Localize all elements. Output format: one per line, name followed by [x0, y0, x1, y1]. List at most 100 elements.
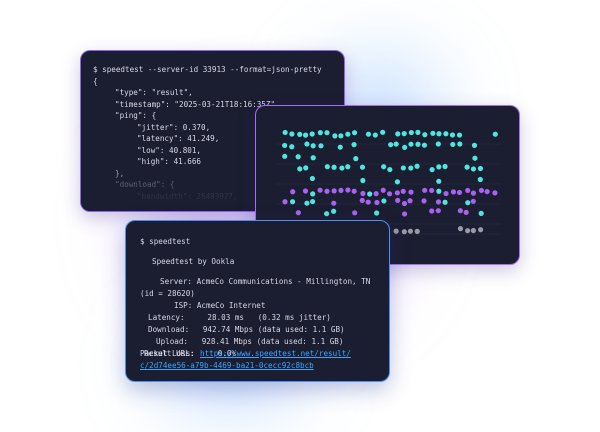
graph-dot: [373, 191, 379, 197]
graph-dot: [339, 165, 345, 171]
graph-dot: [360, 177, 366, 184]
graph-dot: [407, 198, 413, 204]
graph-dot: [443, 131, 449, 137]
result-line: ISP: AcmeCo Internet: [174, 301, 266, 310]
graph-dot: [309, 175, 316, 182]
graph-dot: [400, 188, 406, 194]
graph-dot: [324, 130, 330, 136]
graph-dot: [463, 209, 469, 215]
graph-dot: [317, 187, 323, 193]
graph-dot: [351, 130, 358, 136]
graph-dot: [465, 228, 471, 234]
graph-dot: [422, 132, 428, 138]
graph-dot: [289, 131, 295, 137]
graph-dot: [435, 141, 441, 147]
graph-dot: [457, 141, 463, 147]
graph-dot: [338, 187, 344, 193]
graph-dot: [408, 141, 414, 147]
graph-dot: [324, 188, 330, 194]
graph-dot: [436, 131, 442, 137]
graph-dot: [492, 131, 498, 137]
graph-dot: [310, 143, 316, 149]
graph-dot: [435, 208, 441, 214]
result-url[interactable]: c/2d74ee56-a79b-4469-ba21-0cecc92c8bcb: [140, 361, 314, 370]
graph-dot: [443, 190, 449, 197]
graph-dot: [430, 130, 436, 136]
graph-dot: [303, 165, 309, 171]
graph-dot: [421, 142, 428, 148]
graph-dot: [401, 131, 407, 137]
graph-dot: [456, 132, 463, 138]
graph-dot: [465, 187, 471, 194]
graph-dot: [456, 189, 463, 196]
graph-dot: [401, 229, 407, 235]
graph-dot: [295, 210, 301, 216]
graph-dot: [353, 156, 359, 162]
graph-dot: [331, 188, 337, 194]
terminal-line: "timestamp": "2025-03-21T18:16:35Z",: [115, 99, 280, 109]
graph-dot: [422, 187, 428, 193]
graph-dot: [297, 166, 303, 172]
graph-dot: [472, 155, 478, 161]
graph-dot: [309, 131, 315, 137]
graph-dot: [429, 187, 435, 194]
graph-dot: [478, 227, 484, 233]
graph-dot: [386, 191, 393, 197]
graph-dot: [408, 165, 414, 171]
graph-dot: [282, 129, 288, 136]
terminal-line: $ speedtest --server-id 33913 --format=j…: [93, 65, 322, 74]
graph-dot: [290, 189, 296, 195]
graph-dot: [359, 164, 366, 170]
graph-dot: [345, 187, 351, 193]
graph-dot: [471, 142, 478, 148]
graph-dot: [380, 129, 386, 135]
graph-dot: [470, 198, 476, 204]
graph-dot: [345, 131, 351, 137]
terminal-line: "ping": {: [115, 111, 157, 120]
graph-dot: [297, 131, 303, 137]
graph-dot: [365, 131, 372, 137]
graph-dot: [407, 228, 414, 234]
graph-dot: [436, 164, 442, 170]
graph-dot: [465, 200, 471, 206]
graph-dot: [402, 144, 408, 150]
result-label: Result URL:: [144, 349, 195, 358]
graph-dot: [393, 141, 399, 147]
graph-dot: [395, 131, 401, 137]
graph-dot: [387, 166, 393, 173]
graph-dot: [365, 199, 371, 205]
graph-dot: [304, 141, 310, 147]
graph-dot: [442, 199, 448, 205]
graph-dot: [421, 198, 427, 204]
graph-dot: [394, 190, 400, 196]
result-line: Latency: 28.03 ms (0.32 ms jitter): [148, 313, 331, 322]
graph-dot: [415, 141, 421, 147]
graph-dot: [429, 208, 435, 214]
graph-dot: [478, 187, 485, 194]
graph-dot: [436, 178, 442, 184]
terminal-line: "low": 40.801,: [137, 145, 202, 155]
graph-dot: [492, 190, 498, 196]
graph-dot: [282, 142, 288, 149]
result-line: Download: 942.74 Mbps (data used: 1.1 GB…: [148, 325, 345, 334]
graph-dot: [324, 211, 330, 217]
result-line: Server: AcmeCo Communications - Millingt…: [160, 277, 371, 286]
graph-dot: [282, 199, 288, 205]
graph-dot: [310, 155, 316, 161]
graph-dot: [408, 129, 414, 136]
graph-dot: [400, 165, 406, 171]
graph-dot: [367, 191, 373, 197]
graph-dot: [345, 164, 351, 170]
graph-dot: [324, 164, 330, 170]
graph-dot: [457, 208, 463, 214]
graph-dot: [331, 164, 337, 170]
result-url[interactable]: https://www.speedtest.net/result/: [200, 349, 351, 358]
graph-dot: [450, 141, 456, 148]
graph-dot: [317, 130, 323, 136]
graph-dot: [338, 133, 344, 139]
result-line: Upload: 928.41 Mbps (data used: 1.1 GB): [156, 337, 344, 346]
graph-dot: [359, 197, 365, 203]
graph-dot: [484, 188, 490, 195]
graph-dot: [414, 228, 420, 234]
